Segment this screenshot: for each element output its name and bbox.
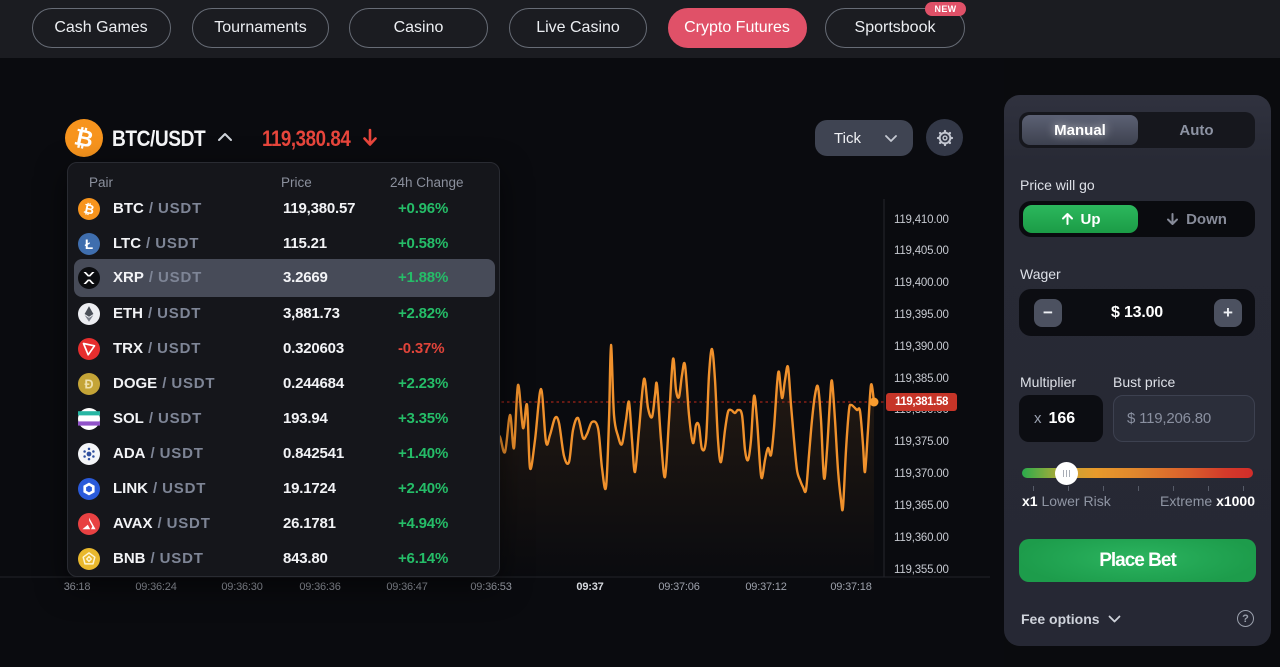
svg-text:Ł: Ł (85, 236, 93, 251)
svg-text:₿: ₿ (72, 123, 96, 152)
svg-text:Đ: Đ (84, 377, 93, 391)
svg-text:₿: ₿ (82, 200, 95, 217)
